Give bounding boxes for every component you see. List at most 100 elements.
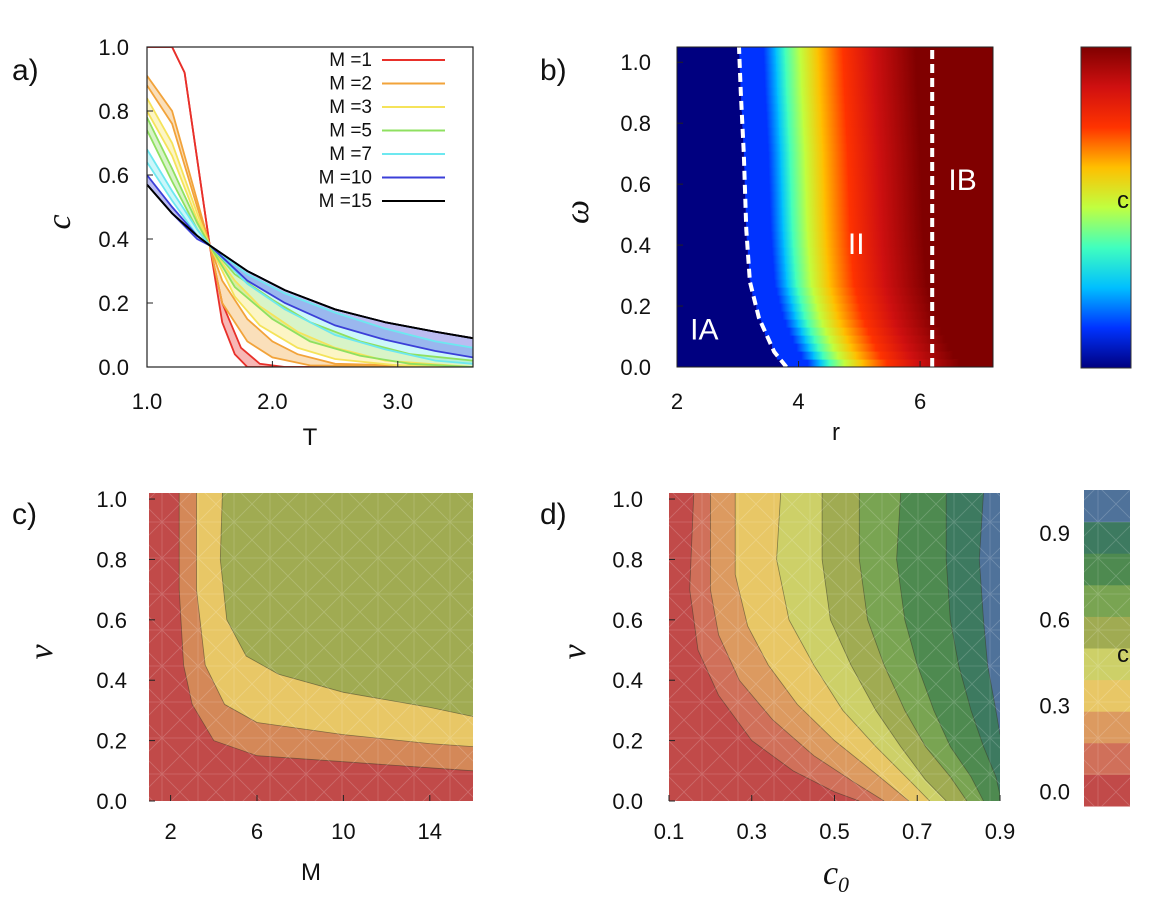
heatmap-strip <box>850 239 882 248</box>
heatmap-strip <box>853 279 885 288</box>
heatmap-strip <box>821 319 841 328</box>
heatmap-strip <box>806 199 826 208</box>
y-tick-label: 0.6 <box>96 608 127 633</box>
line-lower-3 <box>147 110 473 367</box>
heatmap-strip <box>804 143 824 152</box>
panel-c-xlabel: M <box>301 859 321 886</box>
heatmap-strip <box>792 335 806 344</box>
heatmap-strip <box>831 287 857 296</box>
x-tick-label: 0.7 <box>902 819 933 844</box>
heatmap-region-ia <box>677 63 740 72</box>
y-tick-label: 0.0 <box>98 355 129 380</box>
x-tick-label: 10 <box>331 819 355 844</box>
heatmap-strip <box>789 327 802 336</box>
panel-d-chart: 0.1 0.3 0.5 0.7 0.9 0.0 0.2 0.4 0.6 0.8 1.0 0.0 0.3… <box>556 487 1130 897</box>
heatmap-strip <box>775 55 786 64</box>
heatmap-strip <box>879 215 923 224</box>
heatmap-strip <box>787 119 804 128</box>
heatmap-region-ia <box>677 343 773 352</box>
heatmap-strip <box>894 319 939 328</box>
heatmap-strip <box>801 327 811 336</box>
heatmap-strip <box>898 327 942 336</box>
heatmap-region-ia <box>677 215 746 224</box>
heatmap-strip <box>878 167 922 176</box>
heatmap-strip <box>835 303 861 312</box>
heatmap-strip <box>822 143 848 152</box>
heatmap-strip <box>837 311 863 320</box>
heatmap-strip <box>744 175 770 184</box>
heatmap-strip <box>872 47 916 56</box>
panel-a-ylabel: c <box>41 214 78 229</box>
heatmap-strip <box>813 351 823 360</box>
heatmap-strip <box>803 119 822 128</box>
heatmap-strip <box>806 223 826 232</box>
heatmap-strip <box>747 239 773 248</box>
heatmap-strip <box>781 199 792 208</box>
heatmap-region-ia <box>677 175 745 184</box>
heatmap-region-ia <box>677 231 747 240</box>
heatmap-strip <box>770 215 783 224</box>
legend-label: M =3 <box>329 97 372 118</box>
heatmap-strip <box>739 55 765 64</box>
heatmap-strip <box>820 95 846 104</box>
panel-a-bands <box>147 47 473 367</box>
heatmap-strip <box>819 359 830 367</box>
heatmap-strip <box>916 359 961 367</box>
x-tick-label: 6 <box>914 389 926 414</box>
panel-b-colorbar-label: c <box>1117 187 1129 214</box>
heatmap-strip <box>823 175 849 184</box>
heatmap-strip <box>859 303 891 312</box>
heatmap-strip <box>776 351 802 360</box>
y-tick-label: 1.0 <box>98 35 129 60</box>
heatmap-strip <box>784 247 794 256</box>
heatmap-strip <box>789 167 806 176</box>
heatmap-strip <box>752 287 778 296</box>
heatmap-strip <box>765 103 779 112</box>
line-lower-5 <box>147 161 473 365</box>
heatmap-strip <box>747 247 773 256</box>
heatmap-strip <box>792 231 809 240</box>
heatmap-strip <box>772 255 786 264</box>
heatmap-strip <box>821 119 847 128</box>
heatmap-strip <box>852 263 884 272</box>
x-tick-label: 2.0 <box>257 389 288 414</box>
heatmap-region-ia <box>677 55 740 64</box>
heatmap-strip <box>797 287 814 296</box>
heatmap-strip <box>819 71 845 80</box>
panel-c-ticks: 2 6 10 14 0.0 0.2 0.4 0.6 0.8 1.0 <box>96 487 442 844</box>
panel-b-chart: 2 4 6 0.0 0.2 0.4 0.6 0.8 1.0 IA II IB c r ω <box>559 46 1132 446</box>
heatmap-strip <box>875 111 919 120</box>
heatmap-strip <box>776 79 787 88</box>
heatmap-strip <box>845 119 877 128</box>
heatmap-strip <box>820 111 846 120</box>
heatmap-strip <box>791 215 808 224</box>
heatmap-strip <box>791 223 808 232</box>
heatmap-strip <box>764 63 777 72</box>
panel-b-heatmap <box>677 47 993 367</box>
panel-c-mesh <box>149 493 473 801</box>
heatmap-region-ia <box>677 207 746 216</box>
line-upper-2 <box>147 75 473 367</box>
boundary-ia-ii <box>737 47 788 367</box>
heatmap-strip <box>783 239 794 248</box>
heatmap-strip <box>784 47 801 56</box>
heatmap-strip <box>823 159 849 168</box>
heatmap-strip <box>779 127 789 136</box>
heatmap-strip <box>767 143 781 152</box>
panel-d-label: d) <box>540 498 567 531</box>
heatmap-strip <box>878 175 922 184</box>
heatmap-strip <box>817 303 836 312</box>
heatmap-strip <box>785 63 802 72</box>
heatmap-strip <box>792 239 809 248</box>
heatmap-strip <box>806 215 826 224</box>
heatmap-strip <box>797 319 808 328</box>
heatmap-strip <box>879 199 923 208</box>
heatmap-strip <box>787 103 803 112</box>
heatmap-strip <box>813 287 832 296</box>
heatmap-strip <box>778 111 789 120</box>
panel-c-label: c) <box>12 498 37 531</box>
heatmap-strip <box>826 239 852 248</box>
x-tick-label: 0.3 <box>736 819 767 844</box>
y-tick-label: 0.4 <box>98 227 129 252</box>
heatmap-strip <box>776 63 786 72</box>
